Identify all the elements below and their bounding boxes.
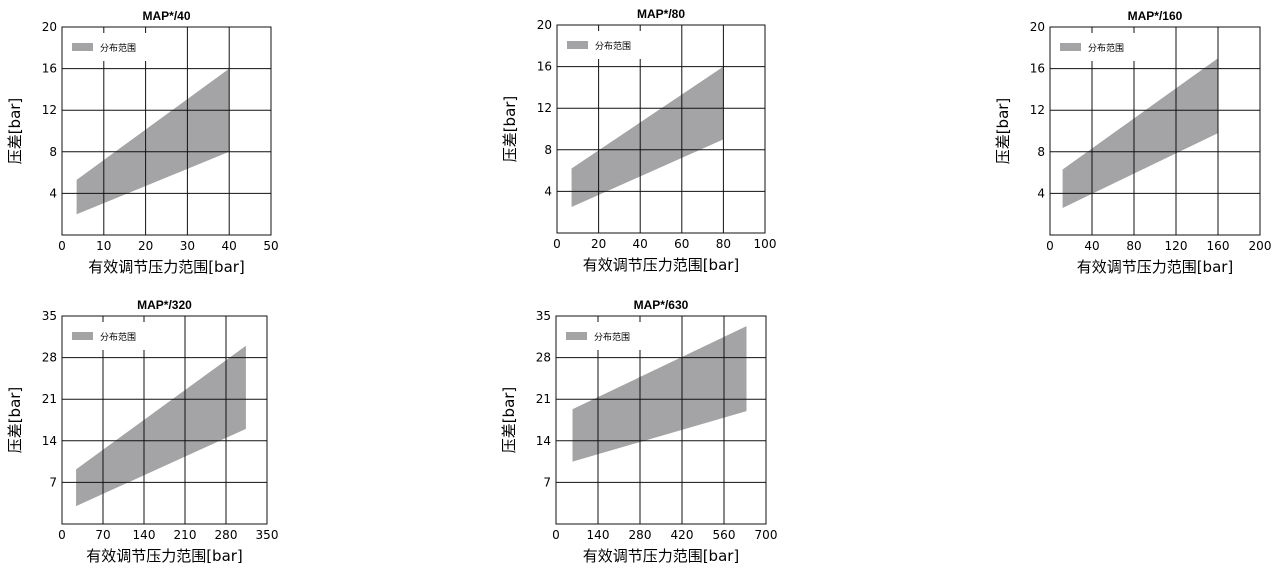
x-tick-label: 0 [58, 528, 66, 542]
y-tick-label: 16 [42, 62, 57, 76]
x-tick-label: 40 [633, 237, 648, 251]
x-tick-label: 70 [95, 528, 110, 542]
x-tick-label: 120 [1165, 239, 1188, 253]
chart-panel: MAP*/40 0 10 20 30 40 50 4 8 12 16 20 分布范围有效调节压力范围[b… [6, 9, 279, 276]
x-tick-label: 50 [263, 239, 278, 253]
x-axis-label: 有效调节压力范围[bar] [583, 256, 740, 274]
legend-label: 分布范围 [100, 42, 136, 54]
chart-panel: MAP*/160 0 40 80 120 160 200 4 8 12 16 20 分布范围有效调节压力… [994, 9, 1271, 276]
x-tick-label: 20 [138, 239, 153, 253]
y-tick-label: 20 [1030, 20, 1045, 34]
range-band [572, 326, 747, 462]
range-band [571, 66, 724, 207]
x-tick-label: 100 [754, 237, 777, 251]
y-tick-label: 12 [537, 101, 552, 115]
range-band [76, 68, 230, 215]
chart-title: MAP*/320 [137, 298, 192, 312]
y-axis-label: 压差[bar] [6, 387, 24, 454]
x-tick-label: 160 [1207, 239, 1230, 253]
plot-frame [61, 26, 272, 236]
x-tick-label: 280 [215, 528, 238, 542]
y-tick-label: 28 [42, 351, 57, 365]
x-tick-label: 700 [755, 528, 778, 542]
x-axis-label: 有效调节压力范围[bar] [583, 547, 740, 565]
x-tick-label: 0 [553, 237, 561, 251]
y-tick-label: 4 [544, 184, 552, 198]
y-tick-label: 14 [42, 434, 57, 448]
y-tick-label: 12 [1030, 103, 1045, 117]
legend-label: 分布范围 [100, 331, 136, 343]
chart-panel: MAP*/320 0 70 140 210 280 350 7 14 21 28 35 分布范围有效调节… [6, 298, 278, 565]
x-axis-label: 有效调节压力范围[bar] [1077, 258, 1234, 276]
y-axis-label: 压差[bar] [994, 98, 1012, 165]
x-tick-label: 0 [58, 239, 66, 253]
plot-frame [61, 315, 268, 525]
x-tick-label: 80 [716, 237, 731, 251]
y-axis-label: 压差[bar] [500, 387, 518, 454]
y-tick-label: 20 [537, 18, 552, 32]
legend-label: 分布范围 [1088, 42, 1124, 54]
chart-panel: MAP*/630 0 140 280 420 560 700 7 14 21 28 35 分布范围有效调… [500, 298, 777, 565]
y-tick-label: 7 [543, 475, 551, 489]
x-tick-label: 20 [591, 237, 606, 251]
range-band [1062, 58, 1218, 208]
plot-frame [555, 315, 767, 525]
plot-frame [1049, 26, 1261, 236]
y-tick-label: 4 [49, 186, 57, 200]
chart-title: MAP*/40 [142, 9, 190, 23]
chart-title: MAP*/160 [1128, 9, 1183, 23]
y-tick-label: 21 [42, 392, 57, 406]
x-axis-label: 有效调节压力范围[bar] [86, 547, 243, 565]
y-axis-label: 压差[bar] [501, 96, 519, 163]
x-tick-label: 10 [96, 239, 111, 253]
legend-swatch [567, 41, 588, 49]
plot-frame [556, 24, 766, 234]
x-axis-label: 有效调节压力范围[bar] [88, 258, 245, 276]
y-tick-label: 21 [536, 392, 551, 406]
x-tick-label: 140 [133, 528, 156, 542]
legend-swatch [566, 332, 587, 340]
y-tick-label: 7 [49, 475, 57, 489]
y-tick-label: 8 [544, 143, 552, 157]
x-tick-label: 560 [713, 528, 736, 542]
chart-title: MAP*/80 [637, 7, 685, 21]
y-tick-label: 16 [537, 60, 552, 74]
y-tick-label: 16 [1030, 62, 1045, 76]
x-tick-label: 60 [674, 237, 689, 251]
y-tick-label: 35 [42, 309, 57, 323]
y-tick-label: 14 [536, 434, 551, 448]
y-tick-label: 8 [1037, 145, 1045, 159]
legend-swatch [72, 43, 93, 51]
x-tick-label: 30 [180, 239, 195, 253]
y-tick-label: 8 [49, 145, 57, 159]
legend-label: 分布范围 [595, 40, 631, 52]
y-tick-label: 12 [42, 103, 57, 117]
chart-panel: MAP*/80 0 20 40 60 80 100 4 8 12 16 20 分布范围有效调节压力范围[… [501, 7, 776, 274]
y-tick-label: 4 [1037, 186, 1045, 200]
chart-title: MAP*/630 [634, 298, 689, 312]
x-tick-label: 80 [1126, 239, 1141, 253]
x-tick-label: 200 [1249, 239, 1272, 253]
y-tick-label: 20 [42, 20, 57, 34]
x-tick-label: 210 [174, 528, 197, 542]
x-tick-label: 0 [1046, 239, 1054, 253]
y-axis-label: 压差[bar] [6, 98, 24, 165]
x-tick-label: 420 [671, 528, 694, 542]
legend-swatch [72, 332, 93, 340]
x-tick-label: 140 [587, 528, 610, 542]
x-tick-label: 280 [629, 528, 652, 542]
x-tick-label: 350 [256, 528, 279, 542]
legend-label: 分布范围 [594, 331, 630, 343]
x-tick-label: 0 [552, 528, 560, 542]
x-tick-label: 40 [222, 239, 237, 253]
legend-swatch [1060, 43, 1081, 51]
x-tick-label: 40 [1084, 239, 1099, 253]
y-tick-label: 35 [536, 309, 551, 323]
y-tick-label: 28 [536, 351, 551, 365]
range-band [76, 345, 246, 507]
